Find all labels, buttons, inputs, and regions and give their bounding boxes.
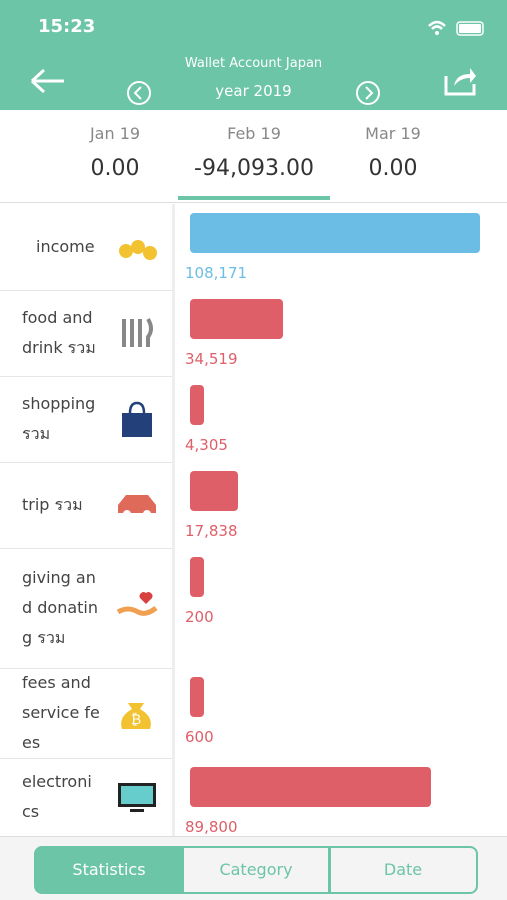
category-icon [118, 783, 156, 812]
tab[interactable]: Statistics [34, 846, 184, 894]
category-name: food and drink รวม [22, 308, 96, 357]
amount-label: 108,171 [185, 264, 248, 282]
divider [172, 204, 175, 836]
month-amount: 0.00 [90, 156, 140, 181]
category-row[interactable]: shopping รวม [0, 376, 172, 463]
category-row[interactable]: food and drink รวม [0, 290, 172, 377]
amount-bar [190, 299, 283, 339]
month-label: Jan 19 [89, 124, 141, 143]
month-indicator [178, 196, 330, 200]
month-column[interactable]: 135 [470, 110, 507, 202]
category-icon: ₿ [121, 703, 151, 729]
category-row[interactable]: fees and service fees ₿ [0, 668, 172, 759]
status-time: 15:23 [38, 16, 96, 37]
category-row[interactable]: trip รวม [0, 462, 172, 549]
month-amount: -94,093.00 [194, 156, 314, 181]
category-icon [122, 317, 153, 347]
month-label: Feb 19 [227, 124, 281, 143]
amount-bar [190, 557, 204, 597]
category-icon [122, 401, 152, 437]
title: Wallet Account Japan [184, 56, 323, 71]
category-list: income 108,171 food and drink รวม 34,519 sho… [0, 204, 507, 836]
month-column[interactable]: Mar 19 0.00 [313, 110, 473, 202]
back-button[interactable] [28, 66, 68, 96]
category-name: shopping รวม [22, 394, 96, 443]
amount-bar [190, 767, 431, 807]
category-icon [119, 240, 157, 260]
category-row[interactable]: electronics [0, 758, 172, 836]
status-icons [428, 20, 484, 36]
category-row[interactable]: income [0, 204, 172, 291]
amount-label: 4,305 [185, 436, 228, 454]
amount-bar [190, 213, 480, 253]
tab-bar: Statistics Category Date [0, 836, 507, 900]
category-icon [118, 495, 156, 518]
month-label: Mar 19 [365, 124, 421, 143]
category-name: electronics [22, 772, 92, 821]
category-name: income [36, 237, 95, 256]
amount-bar [190, 471, 238, 511]
tab[interactable]: Category [181, 846, 331, 894]
header: 15:23 Wallet Account Japan year 2019 [0, 0, 507, 110]
category-name: giving and donating รวม [22, 568, 98, 647]
amount-label: 89,800 [185, 818, 238, 836]
month-column[interactable]: Feb 19 -94,093.00 [174, 110, 334, 202]
amount-label: 17,838 [185, 522, 238, 540]
month-amount: 0.00 [368, 156, 418, 181]
category-name: fees and service fees [22, 673, 100, 752]
category-icon [116, 592, 158, 616]
year: year 2019 [215, 82, 292, 100]
amount-label: 34,519 [185, 350, 238, 368]
category-row[interactable]: giving and donating รวม [0, 548, 172, 669]
tab[interactable]: Date [328, 846, 478, 894]
svg-text:₿: ₿ [131, 712, 141, 728]
category-name: trip รวม [22, 495, 83, 514]
next-year[interactable] [355, 80, 383, 106]
month-column[interactable]: Jan 19 0.00 [35, 110, 195, 202]
amount-bar [190, 677, 204, 717]
prev-year[interactable] [126, 80, 154, 106]
share-button[interactable] [442, 62, 478, 98]
amount-label: 200 [185, 608, 214, 626]
amount-label: 600 [185, 728, 214, 746]
amount-bar [190, 385, 204, 425]
